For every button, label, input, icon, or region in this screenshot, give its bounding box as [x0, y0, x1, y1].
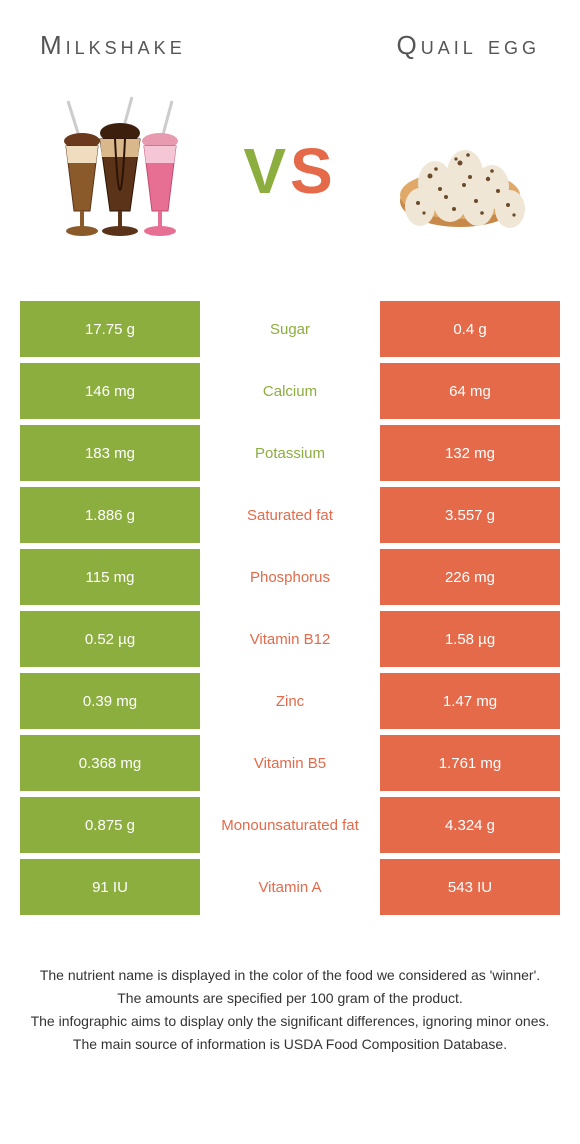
vs-v: V	[243, 134, 290, 208]
nutrient-table: 17.75 gSugar0.4 g 146 mgCalcium64 mg 183 m…	[20, 301, 560, 915]
right-value: 0.4 g	[380, 301, 560, 357]
nutrient-label: Phosphorus	[200, 549, 380, 605]
right-value: 226 mg	[380, 549, 560, 605]
left-value: 0.875 g	[20, 797, 200, 853]
right-value: 132 mg	[380, 425, 560, 481]
footnote-line: The nutrient name is displayed in the co…	[30, 965, 550, 986]
nutrient-label: Vitamin A	[200, 859, 380, 915]
hero-row: VS	[20, 91, 560, 281]
nutrient-label: Vitamin B12	[200, 611, 380, 667]
nutrient-label: Saturated fat	[200, 487, 380, 543]
left-food-title: Milkshake	[40, 30, 186, 61]
left-value: 115 mg	[20, 549, 200, 605]
nutrient-row: 91 IUVitamin A543 IU	[20, 859, 560, 915]
right-value: 64 mg	[380, 363, 560, 419]
footnote-line: The main source of information is USDA F…	[30, 1034, 550, 1055]
left-value: 0.39 mg	[20, 673, 200, 729]
vs-s: S	[290, 134, 337, 208]
nutrient-row: 146 mgCalcium64 mg	[20, 363, 560, 419]
nutrient-label: Vitamin B5	[200, 735, 380, 791]
right-value: 1.47 mg	[380, 673, 560, 729]
vs-label: VS	[243, 134, 336, 208]
right-value: 4.324 g	[380, 797, 560, 853]
nutrient-label: Zinc	[200, 673, 380, 729]
right-value: 3.557 g	[380, 487, 560, 543]
left-value: 183 mg	[20, 425, 200, 481]
footnotes: The nutrient name is displayed in the co…	[20, 965, 560, 1055]
quail-egg-image	[380, 91, 540, 251]
left-value: 0.52 µg	[20, 611, 200, 667]
right-value: 543 IU	[380, 859, 560, 915]
right-food-title: Quail egg	[397, 30, 540, 61]
left-value: 91 IU	[20, 859, 200, 915]
nutrient-label: Potassium	[200, 425, 380, 481]
nutrient-label: Calcium	[200, 363, 380, 419]
milkshake-image	[40, 91, 200, 251]
right-value: 1.761 mg	[380, 735, 560, 791]
nutrient-row: 1.886 gSaturated fat3.557 g	[20, 487, 560, 543]
footnote-line: The infographic aims to display only the…	[30, 1011, 550, 1032]
nutrient-row: 0.39 mgZinc1.47 mg	[20, 673, 560, 729]
nutrient-row: 0.52 µgVitamin B121.58 µg	[20, 611, 560, 667]
nutrient-row: 0.368 mgVitamin B51.761 mg	[20, 735, 560, 791]
nutrient-label: Monounsaturated fat	[200, 797, 380, 853]
left-value: 0.368 mg	[20, 735, 200, 791]
left-value: 17.75 g	[20, 301, 200, 357]
titles-row: Milkshake Quail egg	[20, 30, 560, 61]
nutrient-row: 115 mgPhosphorus226 mg	[20, 549, 560, 605]
footnote-line: The amounts are specified per 100 gram o…	[30, 988, 550, 1009]
nutrient-row: 183 mgPotassium132 mg	[20, 425, 560, 481]
right-value: 1.58 µg	[380, 611, 560, 667]
left-value: 146 mg	[20, 363, 200, 419]
nutrient-row: 0.875 gMonounsaturated fat4.324 g	[20, 797, 560, 853]
left-value: 1.886 g	[20, 487, 200, 543]
nutrient-label: Sugar	[200, 301, 380, 357]
nutrient-row: 17.75 gSugar0.4 g	[20, 301, 560, 357]
